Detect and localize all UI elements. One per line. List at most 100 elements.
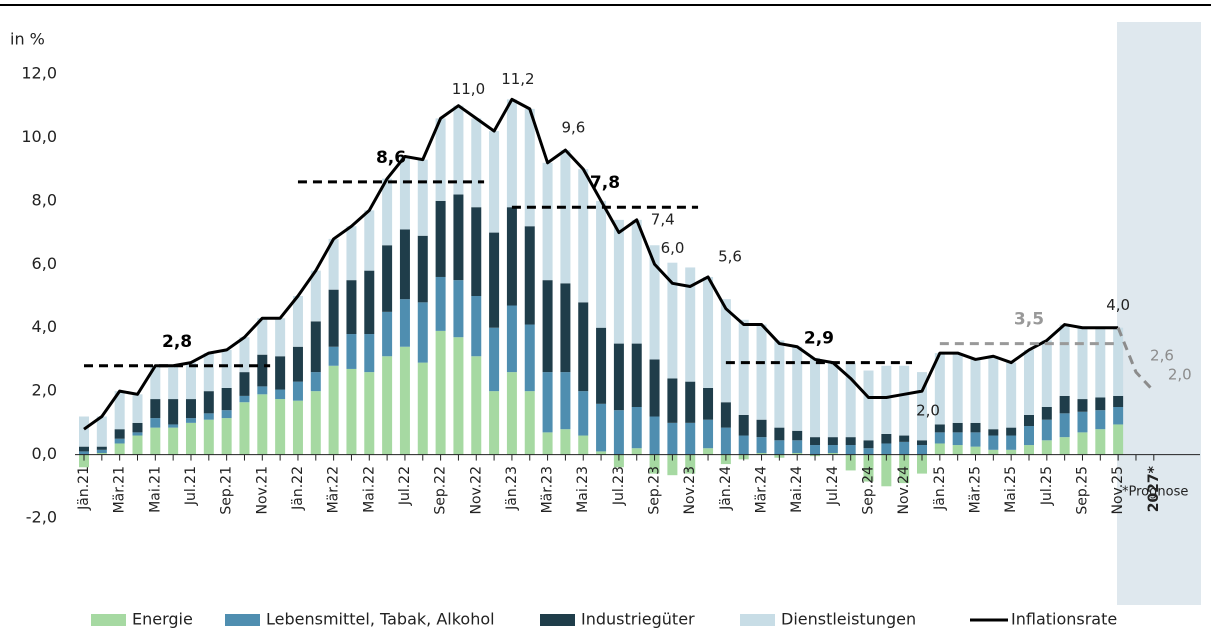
average-label: 8,6: [376, 148, 406, 168]
bar-segment: [185, 362, 196, 400]
bar-segment: [756, 437, 767, 453]
x-tick-label: Mai.21: [147, 466, 163, 513]
bar-segment: [1113, 424, 1124, 455]
x-tick-label: Jän.22: [290, 466, 306, 511]
bar-segment: [506, 207, 517, 306]
bar-segment: [845, 445, 856, 455]
bar-segment: [934, 353, 945, 425]
bar-segment: [79, 446, 89, 452]
x-tick-label: Mär.25: [968, 466, 984, 513]
bar-segment: [346, 280, 357, 335]
bar-segment: [239, 337, 250, 373]
bar-segment: [275, 356, 286, 390]
legend-swatch: [540, 614, 575, 626]
bar-segment: [96, 416, 107, 447]
bar-segment: [114, 438, 125, 444]
bar-segment: [1077, 327, 1088, 400]
x-tick-label: Nov.24: [896, 466, 912, 515]
line: [83, 97, 1119, 431]
bar-segment: [292, 346, 303, 382]
bar-segment: [471, 118, 482, 208]
bar-segment: [239, 372, 250, 396]
bar-segment: [328, 289, 339, 347]
legend-label: Inflationsrate: [1011, 610, 1117, 629]
x-tick-label: Mär.24: [754, 466, 770, 513]
bar-segment: [613, 410, 624, 455]
y-tick-label: 12,0: [21, 64, 57, 83]
bar-segment: [435, 200, 446, 277]
bar-segment: [168, 365, 179, 400]
bar-segment: [257, 354, 268, 387]
bar-segment: [649, 359, 660, 417]
bar-segment: [560, 150, 571, 284]
bar-segment: [328, 238, 339, 290]
bar-segment: [810, 445, 821, 455]
bar-segment: [631, 219, 642, 344]
bar-segment: [988, 449, 999, 455]
bar-segment: [560, 429, 571, 455]
average-label: 3,5: [1014, 310, 1044, 330]
bar-segment: [1077, 432, 1088, 455]
x-tick-label: Jul.21: [183, 466, 199, 506]
bar-segment: [150, 399, 161, 419]
bar-segment: [382, 356, 393, 455]
bar-segment: [203, 353, 214, 392]
bar-segment: [399, 229, 410, 300]
value-label: 2,6: [1150, 347, 1174, 365]
bar-segment: [239, 402, 250, 455]
bar-segment: [756, 419, 767, 438]
bar-segment: [970, 432, 981, 447]
bar-segment: [1006, 362, 1017, 428]
bar-segment: [1006, 427, 1017, 436]
bar-segment: [1095, 397, 1106, 411]
bar-segment: [649, 454, 660, 474]
bar-segment: [489, 131, 500, 233]
bar-segment: [703, 419, 714, 449]
bar-segment: [596, 327, 607, 404]
bar-segment: [917, 454, 928, 474]
bar-segment: [774, 427, 785, 441]
y-tick-label: 6,0: [32, 254, 57, 273]
bar-segment: [257, 386, 268, 395]
x-tick-label: Jul.25: [1039, 466, 1055, 506]
bar-segment: [988, 356, 999, 430]
bar-segment: [221, 349, 232, 388]
bar-segment: [667, 262, 678, 379]
bar-segment: [79, 454, 89, 468]
bar-segment: [1077, 399, 1088, 412]
bar-segment: [524, 226, 535, 325]
bar-segment: [934, 432, 945, 444]
bar-segment: [382, 245, 393, 312]
bar-segment: [364, 210, 375, 271]
bar-segment: [542, 372, 553, 433]
bar-segment: [399, 346, 410, 455]
bar-segment: [1095, 410, 1106, 430]
bar-segment: [132, 435, 143, 455]
bar-segment: [382, 178, 393, 246]
value-label: 11,0: [452, 80, 485, 98]
bar-segment: [96, 446, 107, 450]
bar-segment: [1023, 349, 1034, 415]
bar-segment: [613, 454, 624, 468]
x-tick-label: Mai.23: [575, 466, 591, 513]
x-tick-label: Mär.23: [540, 466, 556, 513]
bar-segment: [524, 391, 535, 455]
bar-segment: [221, 418, 232, 455]
bar-segment: [596, 451, 607, 455]
y-tick-label: 0,0: [32, 444, 57, 463]
x-tick-label: Sep.25: [1074, 466, 1090, 515]
bar-segment: [881, 433, 892, 444]
bar-segment: [132, 394, 143, 423]
bar-segment: [703, 276, 714, 388]
bar-segment: [489, 391, 500, 455]
bar-segment: [827, 437, 838, 446]
bar-segment: [364, 372, 375, 455]
x-tick-label: Nov.22: [468, 466, 484, 515]
x-tick-label: Sep.21: [219, 466, 235, 515]
bar-segment: [1113, 327, 1124, 396]
bar-segment: [275, 389, 286, 400]
bar-segment: [1095, 327, 1106, 398]
bar-segment: [792, 440, 803, 453]
bar-segment: [596, 403, 607, 452]
value-label: 5,6: [718, 247, 742, 265]
